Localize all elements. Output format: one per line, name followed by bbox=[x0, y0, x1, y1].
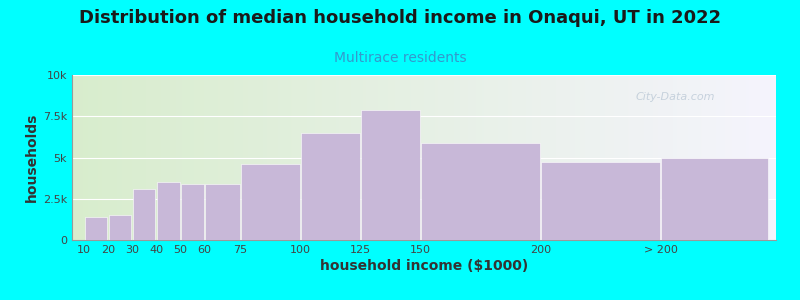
Bar bbox=[157, 182, 179, 240]
Text: City-Data.com: City-Data.com bbox=[635, 92, 714, 101]
Bar bbox=[301, 133, 360, 240]
Bar bbox=[541, 162, 660, 240]
Bar bbox=[421, 142, 540, 240]
Bar bbox=[662, 158, 768, 240]
X-axis label: household income ($1000): household income ($1000) bbox=[320, 259, 528, 273]
Bar bbox=[85, 217, 107, 240]
Bar bbox=[361, 110, 420, 240]
Text: Distribution of median household income in Onaqui, UT in 2022: Distribution of median household income … bbox=[79, 9, 721, 27]
Y-axis label: households: households bbox=[25, 113, 38, 202]
Bar bbox=[181, 184, 203, 240]
Bar bbox=[133, 189, 155, 240]
Bar bbox=[241, 164, 300, 240]
Bar bbox=[205, 184, 239, 240]
Bar bbox=[109, 215, 131, 240]
Text: Multirace residents: Multirace residents bbox=[334, 51, 466, 65]
